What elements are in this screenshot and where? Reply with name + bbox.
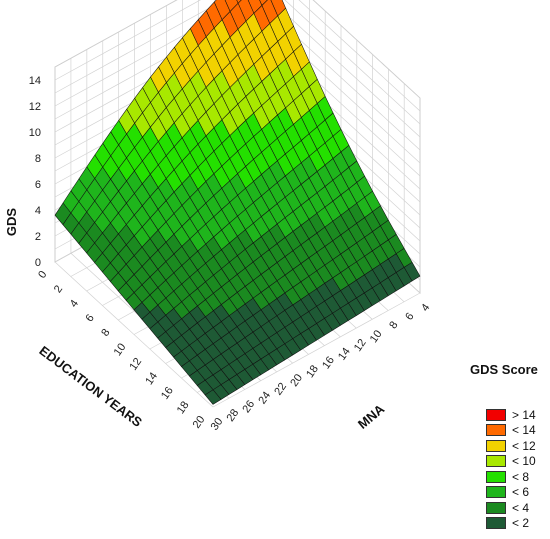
- legend-label: < 4: [512, 500, 530, 515]
- legend-item: < 4: [486, 500, 530, 515]
- y-tick-label: 26: [240, 398, 257, 415]
- legend-swatch: [486, 424, 506, 436]
- legend-swatch: [486, 439, 506, 452]
- y-tick-label: 24: [256, 390, 273, 407]
- z-tick-label: 10: [29, 127, 41, 139]
- legend-item: < 10: [486, 454, 536, 468]
- x-tick-label: 14: [143, 370, 160, 387]
- z-tick-label: 0: [35, 257, 41, 269]
- x-tick-label: 6: [84, 312, 97, 324]
- legend-swatch: [486, 517, 506, 529]
- y-tick-label: 6: [403, 311, 416, 323]
- x-tick-label: 18: [175, 399, 192, 416]
- x-tick-label: 8: [99, 327, 112, 339]
- legend-item: < 6: [486, 485, 530, 499]
- legend-label: < 12: [512, 438, 536, 453]
- z-gridline: [54, 0, 421, 112]
- z-tick-label: 14: [29, 75, 41, 87]
- z-tick-label: 6: [35, 179, 41, 191]
- legend-label: < 6: [512, 485, 530, 499]
- z-tick-label: 4: [35, 205, 41, 217]
- legend-item: < 14: [486, 423, 536, 437]
- legend-swatch: [486, 455, 506, 467]
- x-tick-label: 10: [112, 341, 129, 358]
- legend-label: < 14: [512, 423, 536, 437]
- x-tick-label: 0: [36, 269, 49, 281]
- surface-plot: 0246810121402468101214161820468101214161…: [4, 0, 433, 433]
- y-tick-label: 12: [352, 337, 369, 354]
- y-tick-label: 18: [304, 363, 321, 380]
- y-tick-label: 10: [368, 328, 385, 345]
- x-tick-label: 12: [127, 356, 144, 373]
- z-gridline: [54, 0, 421, 99]
- y-tick-label: 14: [336, 346, 353, 363]
- z-tick-label: 2: [35, 231, 41, 243]
- x-tick-label: 16: [159, 385, 176, 402]
- x-tick-label: 2: [52, 283, 65, 295]
- legend-label: < 10: [512, 454, 536, 468]
- y-axis-title: MNA: [355, 401, 388, 432]
- z-axis-title: GDS: [4, 208, 19, 237]
- legend-swatch: [486, 501, 506, 514]
- legend-label: > 14: [512, 407, 536, 422]
- y-tick-label: 8: [387, 319, 400, 331]
- legend-item: < 2: [486, 516, 530, 530]
- legend-item: < 8: [486, 469, 530, 484]
- y-tick-label: 28: [225, 407, 242, 424]
- z-tick-label: 8: [35, 153, 41, 165]
- legend-swatch: [486, 408, 506, 421]
- z-gridline: [54, 0, 421, 125]
- y-tick-label: 16: [320, 354, 337, 371]
- floor-gridline: [54, 261, 214, 408]
- legend-item: < 12: [486, 438, 536, 453]
- x-axis-title: EDUCATION YEARS: [36, 343, 145, 430]
- y-tick-label: 4: [419, 302, 432, 314]
- surface-cell: [204, 389, 222, 405]
- z-tick-label: 12: [29, 101, 41, 113]
- floor-gridline: [212, 292, 421, 408]
- x-tick-label: 4: [68, 298, 81, 310]
- gds-surface: [54, 0, 421, 405]
- z-gridline: [54, 0, 421, 138]
- y-tick-label: 20: [288, 372, 305, 389]
- legend-label: < 2: [512, 516, 530, 530]
- x-tick-label: 20: [191, 414, 208, 431]
- legend-swatch: [486, 470, 506, 483]
- y-tick-label: 22: [272, 381, 289, 398]
- legend-label: < 8: [512, 469, 530, 484]
- legend-title: GDS Score: [470, 362, 538, 377]
- legend-item: > 14: [486, 407, 536, 422]
- tick-labels: 0246810121402468101214161820468101214161…: [29, 75, 433, 433]
- y-tick-label: 30: [209, 416, 226, 433]
- legend-swatch: [486, 486, 506, 498]
